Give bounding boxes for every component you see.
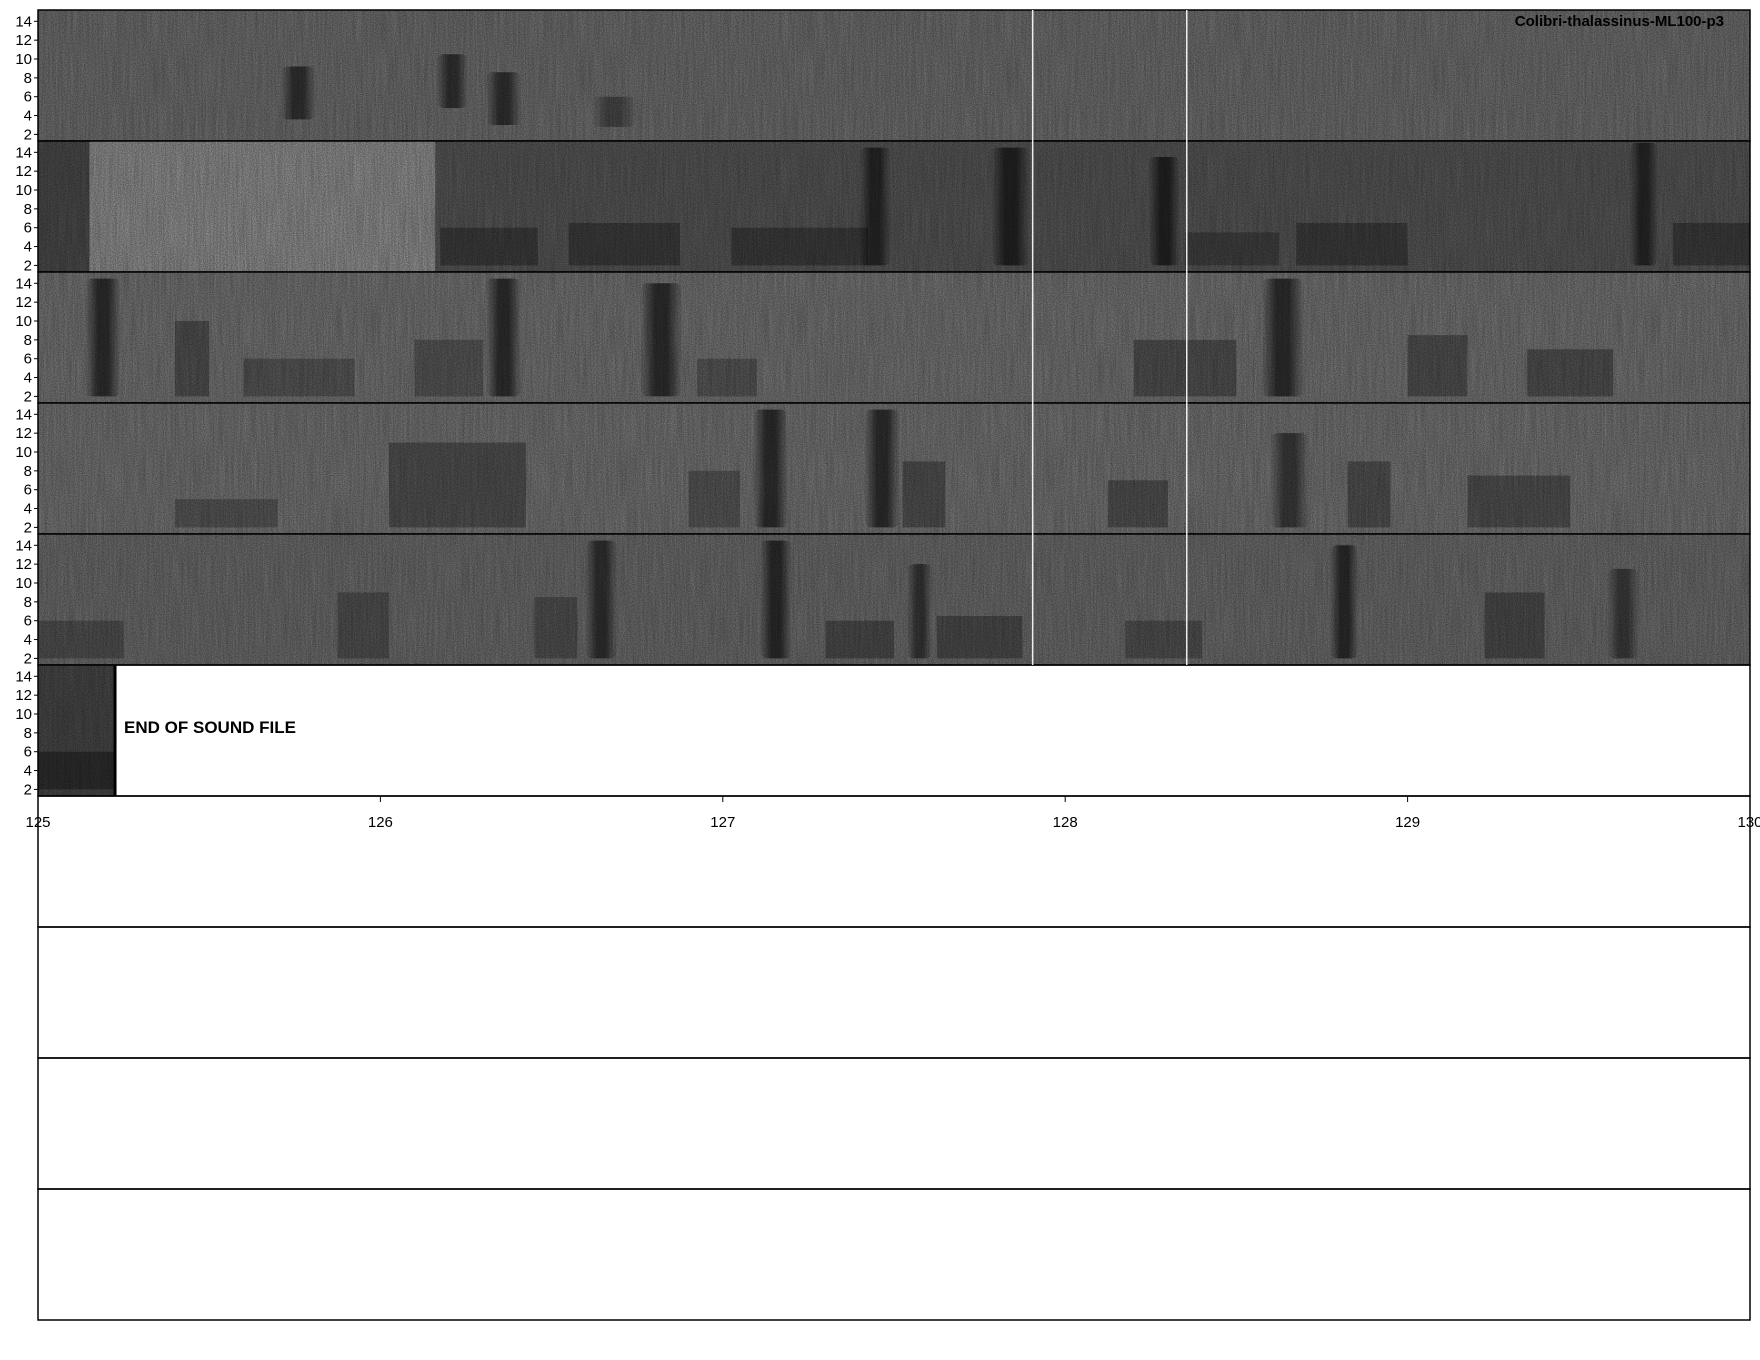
spectrogram-row bbox=[37, 795, 1751, 928]
spectrogram-row bbox=[37, 1057, 1751, 1190]
y-tick-label: 6 bbox=[24, 744, 32, 761]
y-tick-label: 12 bbox=[15, 687, 32, 704]
y-tick-label: 8 bbox=[24, 725, 32, 742]
y-tick-label: 12 bbox=[15, 294, 32, 311]
chart-title: Colibri-thalassinus-ML100-p3 bbox=[1515, 13, 1724, 30]
y-tick-label: 2 bbox=[24, 126, 32, 143]
y-tick-label: 10 bbox=[15, 51, 32, 68]
y-tick-label: 8 bbox=[24, 70, 32, 87]
y-tick-label: 6 bbox=[24, 351, 32, 368]
streak-texture bbox=[38, 665, 116, 796]
row-frame bbox=[37, 795, 1751, 928]
x-tick-label: 127 bbox=[710, 814, 735, 831]
y-tick-label: 10 bbox=[15, 182, 32, 199]
spectrogram-row: 24 6 8 10 12 14 bbox=[15, 9, 1751, 143]
row-frame bbox=[37, 1188, 1751, 1321]
streak-texture bbox=[38, 272, 1750, 403]
x-tick-label: 126 bbox=[368, 814, 393, 831]
x-tick-label: 128 bbox=[1053, 814, 1078, 831]
x-tick-label: 129 bbox=[1395, 814, 1420, 831]
spectrogram-row bbox=[37, 1188, 1751, 1321]
y-tick-label: 10 bbox=[15, 444, 32, 461]
y-tick-label: 14 bbox=[15, 668, 32, 685]
streak-texture bbox=[38, 10, 1750, 141]
y-tick-label: 2 bbox=[24, 650, 32, 667]
y-tick-label: 6 bbox=[24, 613, 32, 630]
y-tick-label: 14 bbox=[15, 144, 32, 161]
spectrogram-row: 24 6 8 10 12 14 bbox=[15, 533, 1751, 667]
streak-texture bbox=[38, 141, 1750, 272]
y-tick-label: 12 bbox=[15, 32, 32, 49]
row-frame bbox=[37, 1057, 1751, 1190]
spectrogram-row: 24 6 8 10 12 14 bbox=[15, 402, 1751, 536]
y-tick-label: 2 bbox=[24, 257, 32, 274]
streak-texture bbox=[38, 403, 1750, 534]
y-tick-label: 12 bbox=[15, 425, 32, 442]
y-tick-label: 2 bbox=[24, 388, 32, 405]
y-tick-label: 8 bbox=[24, 594, 32, 611]
spectrogram-rows: 2468101214246810121424681012142468101214… bbox=[15, 9, 1760, 1321]
y-tick-label: 12 bbox=[15, 556, 32, 573]
y-tick-label: 4 bbox=[24, 632, 32, 649]
streak-texture bbox=[38, 534, 1750, 665]
y-tick-label: 8 bbox=[24, 463, 32, 480]
y-tick-label: 2 bbox=[24, 519, 32, 536]
x-tick-label: 130 bbox=[1737, 814, 1760, 831]
y-tick-label: 12 bbox=[15, 163, 32, 180]
y-tick-label: 4 bbox=[24, 501, 32, 518]
row-frame bbox=[37, 926, 1751, 1059]
spectrogram-row: 24 6 8 10 12 14 bbox=[15, 271, 1751, 405]
y-tick-label: 14 bbox=[15, 406, 32, 423]
y-tick-label: 10 bbox=[15, 706, 32, 723]
y-tick-label: 4 bbox=[24, 370, 32, 387]
y-tick-label: 14 bbox=[15, 13, 32, 30]
y-tick-label: 6 bbox=[24, 89, 32, 106]
y-tick-label: 2 bbox=[24, 781, 32, 798]
y-tick-label: 10 bbox=[15, 575, 32, 592]
end-of-file-label: END OF SOUND FILE bbox=[124, 718, 296, 737]
y-tick-label: 8 bbox=[24, 332, 32, 349]
spectrogram-row: 24 6 8 10 12 14 bbox=[15, 140, 1751, 274]
y-tick-label: 14 bbox=[15, 275, 32, 292]
y-tick-label: 10 bbox=[15, 313, 32, 330]
y-tick-label: 8 bbox=[24, 201, 32, 218]
y-tick-label: 4 bbox=[24, 108, 32, 125]
y-tick-label: 14 bbox=[15, 537, 32, 554]
y-tick-label: 4 bbox=[24, 239, 32, 256]
y-tick-label: 6 bbox=[24, 220, 32, 237]
y-tick-label: 4 bbox=[24, 763, 32, 780]
spectrogram-overlay bbox=[1031, 10, 1188, 665]
y-tick-label: 6 bbox=[24, 482, 32, 499]
spectrogram-row bbox=[37, 926, 1751, 1059]
